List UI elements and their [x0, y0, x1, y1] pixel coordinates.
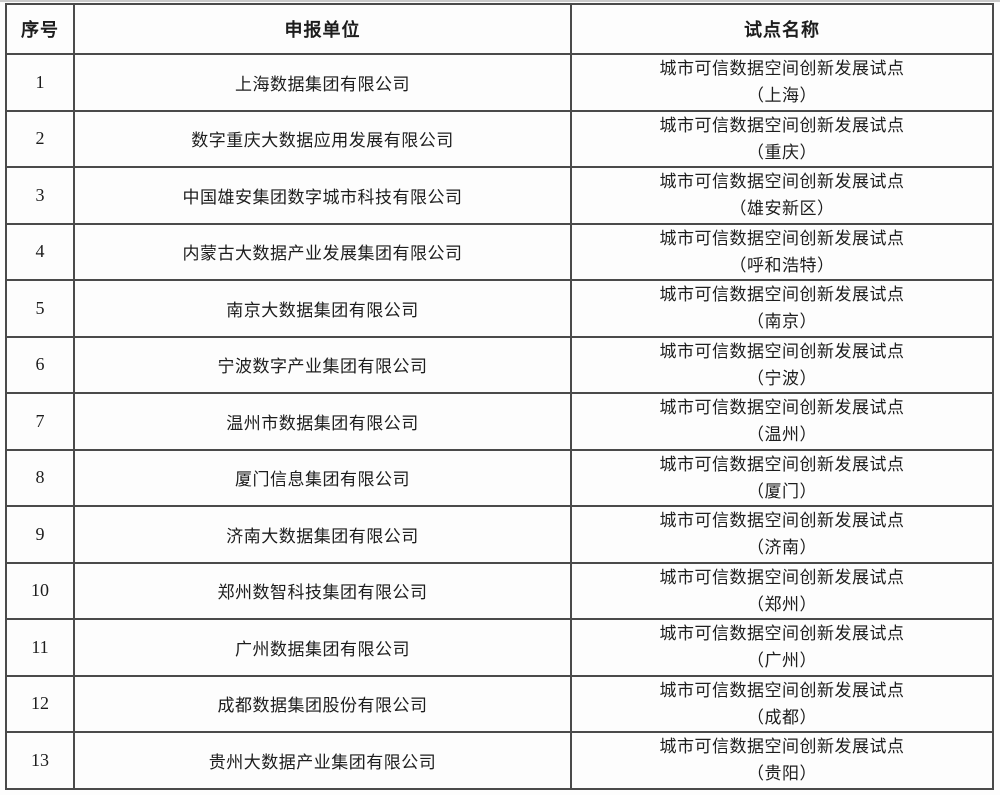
pilot-name-cell: 城市可信数据空间创新发展试点 （上海）	[570, 53, 994, 112]
pilot-name-line2: （温州）	[747, 425, 817, 445]
pilot-name-line2: （贵阳）	[747, 764, 817, 784]
pilot-name-line2: （成都）	[747, 707, 817, 727]
serial-number-cell: 2	[5, 109, 75, 168]
pilot-name-line2: （雄安新区）	[729, 199, 835, 219]
header-pilot-name: 试点名称	[570, 3, 994, 55]
applicant-org-cell: 宁波数字产业集团有限公司	[73, 335, 572, 394]
pilot-name-cell: 城市可信数据空间创新发展试点 （厦门）	[570, 448, 994, 507]
table-row: 6 宁波数字产业集团有限公司 城市可信数据空间创新发展试点 （宁波）	[5, 335, 994, 394]
applicant-org-cell: 内蒙古大数据产业发展集团有限公司	[73, 222, 572, 281]
pilot-name-cell: 城市可信数据空间创新发展试点 （广州）	[570, 618, 994, 677]
pilot-name-cell: 城市可信数据空间创新发展试点 （成都）	[570, 674, 994, 733]
applicant-org-cell: 郑州数智科技集团有限公司	[73, 561, 572, 620]
table-row: 1 上海数据集团有限公司 城市可信数据空间创新发展试点 （上海）	[5, 53, 994, 112]
pilot-name-cell: 城市可信数据空间创新发展试点 （郑州）	[570, 561, 994, 620]
serial-number-cell: 11	[5, 618, 75, 677]
applicant-org-cell: 广州数据集团有限公司	[73, 618, 572, 677]
table-row: 10 郑州数智科技集团有限公司 城市可信数据空间创新发展试点 （郑州）	[5, 561, 994, 620]
pilot-name-line1: 城市可信数据空间创新发展试点	[659, 341, 905, 361]
table-body: 1 上海数据集团有限公司 城市可信数据空间创新发展试点 （上海） 2 数字重庆大数据应用发…	[5, 53, 994, 790]
applicant-org-cell: 南京大数据集团有限公司	[73, 279, 572, 338]
serial-number-cell: 9	[5, 505, 75, 564]
serial-number-cell: 8	[5, 448, 75, 507]
pilot-name-line2: （济南）	[747, 538, 817, 558]
pilot-name-cell: 城市可信数据空间创新发展试点 （重庆）	[570, 109, 994, 168]
applicant-org-cell: 厦门信息集团有限公司	[73, 448, 572, 507]
pilot-name-cell: 城市可信数据空间创新发展试点 （贵阳）	[570, 731, 994, 790]
pilot-name-line1: 城市可信数据空间创新发展试点	[659, 624, 905, 644]
table-row: 5 南京大数据集团有限公司 城市可信数据空间创新发展试点 （南京）	[5, 279, 994, 338]
table-row: 2 数字重庆大数据应用发展有限公司 城市可信数据空间创新发展试点 （重庆）	[5, 109, 994, 168]
serial-number-cell: 1	[5, 53, 75, 112]
pilot-name-line2: （厦门）	[747, 481, 817, 501]
serial-number-cell: 6	[5, 335, 75, 394]
pilot-list-table: 序号 申报单位 试点名称 1 上海数据集团有限公司 城市可信数据空间创新发展试点 （上…	[5, 3, 994, 790]
pilot-name-line1: 城市可信数据空间创新发展试点	[659, 172, 905, 192]
serial-number-cell: 7	[5, 392, 75, 451]
pilot-name-line1: 城市可信数据空间创新发展试点	[659, 680, 905, 700]
serial-number-cell: 4	[5, 222, 75, 281]
serial-number-cell: 3	[5, 166, 75, 225]
pilot-name-line2: （南京）	[747, 312, 817, 332]
pilot-name-cell: 城市可信数据空间创新发展试点 （雄安新区）	[570, 166, 994, 225]
table-header-row: 序号 申报单位 试点名称	[5, 3, 994, 55]
table-row: 3 中国雄安集团数字城市科技有限公司 城市可信数据空间创新发展试点 （雄安新区）	[5, 166, 994, 225]
pilot-name-line1: 城市可信数据空间创新发展试点	[659, 511, 905, 531]
pilot-name-line1: 城市可信数据空间创新发展试点	[659, 398, 905, 418]
table-row: 9 济南大数据集团有限公司 城市可信数据空间创新发展试点 （济南）	[5, 505, 994, 564]
serial-number-cell: 10	[5, 561, 75, 620]
pilot-name-line2: （宁波）	[747, 368, 817, 388]
applicant-org-cell: 上海数据集团有限公司	[73, 53, 572, 112]
pilot-name-line2: （广州）	[747, 651, 817, 671]
pilot-name-line1: 城市可信数据空间创新发展试点	[659, 285, 905, 305]
applicant-org-cell: 中国雄安集团数字城市科技有限公司	[73, 166, 572, 225]
applicant-org-cell: 温州市数据集团有限公司	[73, 392, 572, 451]
pilot-name-line1: 城市可信数据空间创新发展试点	[659, 567, 905, 587]
pilot-name-cell: 城市可信数据空间创新发展试点 （呼和浩特）	[570, 222, 994, 281]
pilot-name-line1: 城市可信数据空间创新发展试点	[659, 115, 905, 135]
scan-edge-artifact	[0, 0, 1000, 2]
serial-number-cell: 5	[5, 279, 75, 338]
table-row: 13 贵州大数据产业集团有限公司 城市可信数据空间创新发展试点 （贵阳）	[5, 731, 994, 790]
applicant-org-cell: 成都数据集团股份有限公司	[73, 674, 572, 733]
pilot-name-line1: 城市可信数据空间创新发展试点	[659, 737, 905, 757]
pilot-name-line2: （郑州）	[747, 594, 817, 614]
applicant-org-cell: 济南大数据集团有限公司	[73, 505, 572, 564]
table-row: 8 厦门信息集团有限公司 城市可信数据空间创新发展试点 （厦门）	[5, 448, 994, 507]
applicant-org-cell: 贵州大数据产业集团有限公司	[73, 731, 572, 790]
pilot-name-cell: 城市可信数据空间创新发展试点 （宁波）	[570, 335, 994, 394]
pilot-name-cell: 城市可信数据空间创新发展试点 （济南）	[570, 505, 994, 564]
pilot-name-line2: （重庆）	[747, 142, 817, 162]
applicant-org-cell: 数字重庆大数据应用发展有限公司	[73, 109, 572, 168]
pilot-name-line1: 城市可信数据空间创新发展试点	[659, 454, 905, 474]
table-row: 11 广州数据集团有限公司 城市可信数据空间创新发展试点 （广州）	[5, 618, 994, 677]
table-row: 4 内蒙古大数据产业发展集团有限公司 城市可信数据空间创新发展试点 （呼和浩特）	[5, 222, 994, 281]
serial-number-cell: 13	[5, 731, 75, 790]
table-row: 12 成都数据集团股份有限公司 城市可信数据空间创新发展试点 （成都）	[5, 674, 994, 733]
pilot-name-line2: （上海）	[747, 86, 817, 106]
header-serial-number: 序号	[5, 3, 75, 55]
header-applicant-org: 申报单位	[73, 3, 572, 55]
table-row: 7 温州市数据集团有限公司 城市可信数据空间创新发展试点 （温州）	[5, 392, 994, 451]
pilot-name-line2: （呼和浩特）	[729, 255, 835, 275]
pilot-name-line1: 城市可信数据空间创新发展试点	[659, 228, 905, 248]
pilot-name-line1: 城市可信数据空间创新发展试点	[659, 59, 905, 79]
pilot-name-cell: 城市可信数据空间创新发展试点 （温州）	[570, 392, 994, 451]
serial-number-cell: 12	[5, 674, 75, 733]
pilot-name-cell: 城市可信数据空间创新发展试点 （南京）	[570, 279, 994, 338]
